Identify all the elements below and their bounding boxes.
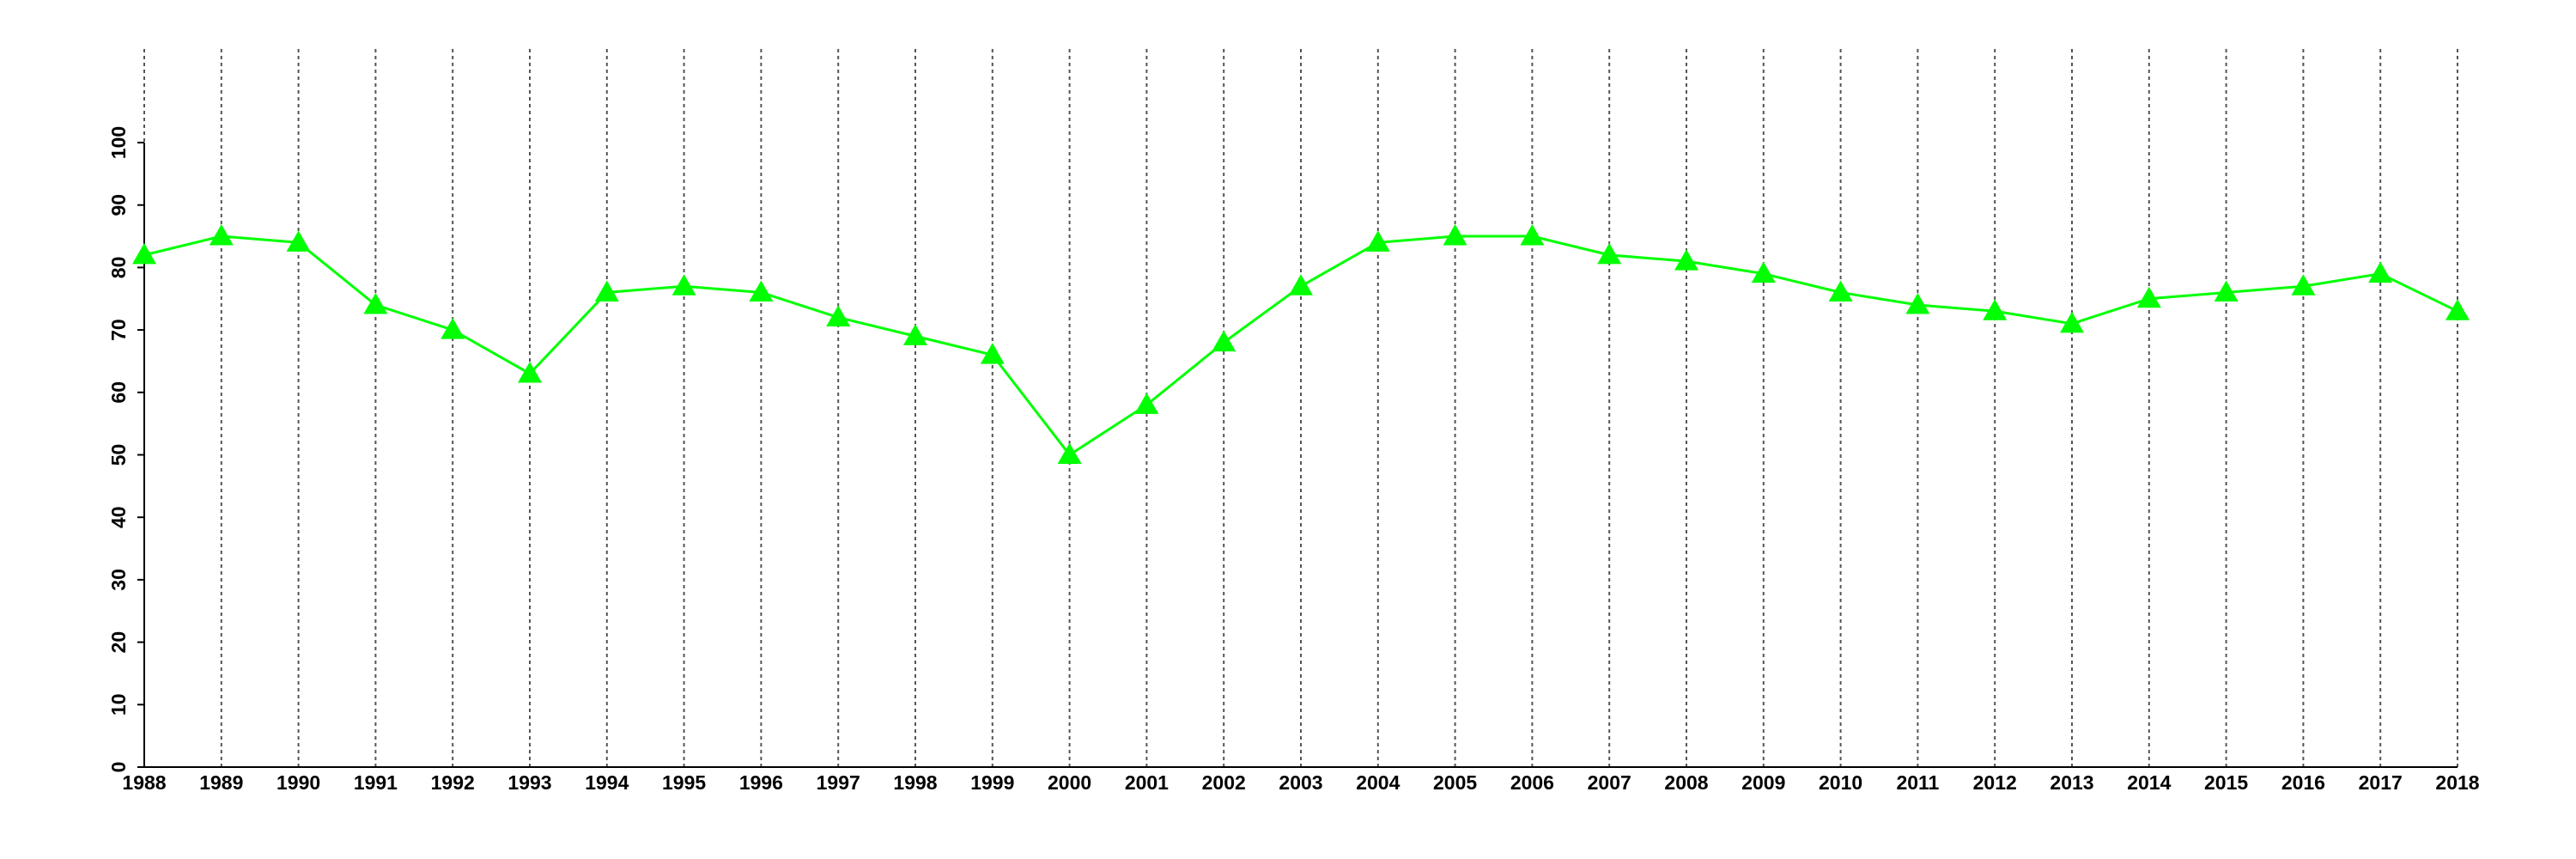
x-tick-label: 2006 — [1510, 771, 1554, 794]
marker — [2445, 299, 2470, 320]
marker — [1134, 393, 1159, 414]
marker — [749, 280, 774, 302]
marker — [1443, 224, 1467, 246]
x-tick-label: 1997 — [817, 771, 860, 794]
y-tick-label: 80 — [107, 257, 130, 279]
x-tick-label: 1993 — [507, 771, 551, 794]
x-tick-label: 2000 — [1048, 771, 1091, 794]
marker — [1828, 280, 1853, 302]
x-tick-label: 1995 — [662, 771, 706, 794]
x-tick-label: 1990 — [276, 771, 320, 794]
x-tick-label: 1999 — [970, 771, 1014, 794]
marker — [1520, 224, 1545, 246]
x-tick-label: 2002 — [1202, 771, 1246, 794]
x-tick-label: 1991 — [354, 771, 398, 794]
marker — [132, 242, 156, 265]
marker — [286, 230, 311, 252]
marker — [1212, 330, 1236, 352]
y-tick-label: 90 — [107, 194, 130, 216]
marker — [980, 343, 1005, 364]
x-tick-label: 2010 — [1819, 771, 1862, 794]
y-tick-label: 60 — [107, 381, 130, 404]
y-tick-label: 100 — [107, 126, 130, 159]
marker — [1057, 442, 1082, 464]
marker — [440, 318, 465, 339]
x-tick-label: 2004 — [1356, 771, 1400, 794]
marker — [518, 361, 542, 383]
x-tick-label: 2001 — [1125, 771, 1169, 794]
x-tick-label: 2007 — [1588, 771, 1631, 794]
marker — [1674, 249, 1698, 271]
x-tick-label: 1994 — [585, 771, 629, 794]
marker — [2368, 261, 2393, 283]
marker — [1905, 293, 1930, 314]
marker — [2214, 280, 2239, 302]
marker — [1983, 299, 2008, 320]
x-tick-label: 2018 — [2435, 771, 2479, 794]
x-tick-label: 2005 — [1433, 771, 1477, 794]
y-tick-label: 50 — [107, 444, 130, 466]
x-tick-label: 1996 — [739, 771, 783, 794]
marker — [1751, 261, 1776, 283]
marker — [903, 324, 927, 345]
marker — [671, 274, 696, 295]
marker — [2291, 274, 2316, 295]
marker — [594, 280, 619, 302]
marker — [1597, 242, 1622, 265]
x-tick-label: 1989 — [199, 771, 243, 794]
y-tick-label: 40 — [107, 506, 130, 528]
y-tick-label: 0 — [107, 762, 130, 773]
marker — [2060, 311, 2084, 333]
x-tick-label: 1988 — [122, 771, 166, 794]
marker — [209, 224, 234, 246]
x-tick-label: 1992 — [431, 771, 475, 794]
y-tick-label: 10 — [107, 694, 130, 716]
x-tick-label: 2012 — [1973, 771, 2017, 794]
x-tick-label: 2009 — [1741, 771, 1785, 794]
x-tick-label: 1998 — [893, 771, 937, 794]
marker — [1289, 274, 1313, 295]
x-tick-label: 2014 — [2127, 771, 2171, 794]
x-tick-label: 2003 — [1279, 771, 1322, 794]
marker — [363, 293, 388, 314]
y-tick-label: 20 — [107, 631, 130, 654]
y-tick-label: 70 — [107, 319, 130, 341]
marker — [826, 305, 851, 327]
marker — [2136, 286, 2161, 308]
x-tick-label: 2017 — [2359, 771, 2403, 794]
marker — [1365, 230, 1390, 252]
x-tick-label: 2008 — [1664, 771, 1708, 794]
y-tick-label: 30 — [107, 569, 130, 591]
x-tick-label: 2015 — [2204, 771, 2248, 794]
x-tick-label: 2011 — [1896, 771, 1939, 794]
x-tick-label: 2016 — [2281, 771, 2325, 794]
x-tick-label: 2013 — [2050, 771, 2093, 794]
